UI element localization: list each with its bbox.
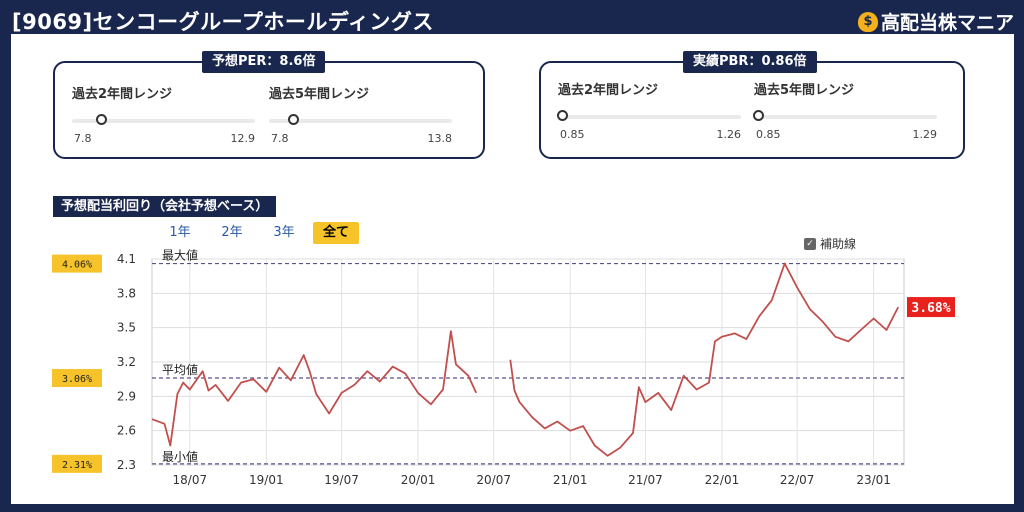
brand-logo[interactable]: $ 高配当株マニア xyxy=(857,8,1014,35)
range-max: 13.8 xyxy=(427,132,453,145)
checkbox-checked-icon[interactable]: ✓ xyxy=(804,237,816,250)
y-tick-label: 3.8 xyxy=(117,286,136,300)
range-track xyxy=(754,115,937,119)
range-knob xyxy=(752,110,764,121)
period-2y-button[interactable]: 2年 xyxy=(221,225,243,240)
x-tick-label: 21/07 xyxy=(628,473,663,487)
range-max: 12.9 xyxy=(230,132,256,145)
per-range-5y: 過去5年間レンジ 7.8 13.8 xyxy=(269,83,452,145)
x-tick-label: 20/07 xyxy=(476,473,511,487)
brand-name: 高配当株マニア xyxy=(880,12,1014,34)
reference-badge xyxy=(52,369,102,388)
range-min: 0.85 xyxy=(756,128,781,141)
reference-badge-label: 2.31% xyxy=(62,460,92,471)
pbr-tab: 実績PBR：0.86倍 xyxy=(683,51,817,73)
reference-badge xyxy=(52,454,102,473)
yield-section-title: 予想配当利回り（会社予想ベース） xyxy=(53,196,277,217)
per-range-2y: 過去2年間レンジ 7.8 12.9 xyxy=(72,83,255,145)
range-knob xyxy=(287,114,299,125)
y-tick-label: 3.5 xyxy=(117,321,136,335)
reference-line-label: 平均値 xyxy=(162,362,198,377)
yield-series-line xyxy=(509,262,900,457)
range-knob xyxy=(96,114,108,125)
range-label: 過去5年間レンジ xyxy=(754,83,855,98)
per-tab: 予想PER：8.6倍 xyxy=(202,51,326,73)
reference-badge xyxy=(52,254,102,273)
range-label: 過去2年間レンジ xyxy=(558,83,659,98)
aux-lines-toggle[interactable]: ✓ 補助線 xyxy=(804,235,856,252)
x-tick-label: 22/01 xyxy=(705,473,740,487)
pbr-range-2y: 過去2年間レンジ 0.85 1.26 xyxy=(556,79,741,141)
y-tick-label: 4.1 xyxy=(117,252,136,266)
range-label: 過去2年間レンジ xyxy=(72,87,173,102)
per-box: 予想PER：8.6倍 過去2年間レンジ 7.8 12.9 過去5年間レンジ 7.… xyxy=(53,51,485,159)
x-tick-label: 20/01 xyxy=(401,473,436,487)
y-tick-label: 3.2 xyxy=(117,355,136,369)
y-tick-label: 2.9 xyxy=(117,389,136,403)
current-value-badge xyxy=(907,297,955,318)
pbr-box: 実績PBR：0.86倍 過去2年間レンジ 0.85 1.26 過去5年間レンジ … xyxy=(539,51,965,159)
period-3y-button[interactable]: 3年 xyxy=(273,225,295,240)
y-tick-label: 2.6 xyxy=(117,424,136,438)
x-tick-label: 19/07 xyxy=(324,473,359,487)
range-track xyxy=(269,119,452,123)
range-min: 0.85 xyxy=(560,128,585,141)
content-panel: 予想PER：8.6倍 過去2年間レンジ 7.8 12.9 過去5年間レンジ 7.… xyxy=(11,34,1014,504)
range-max: 1.26 xyxy=(716,128,742,141)
reference-badge-label: 4.06% xyxy=(62,260,92,271)
money-bag-icon: $ xyxy=(857,11,878,32)
range-max: 1.29 xyxy=(912,128,938,141)
current-value-label: 3.68% xyxy=(911,301,950,316)
yield-series-line xyxy=(151,330,478,447)
range-track xyxy=(72,119,255,123)
reference-badge-label: 3.06% xyxy=(62,374,92,385)
x-tick-label: 19/01 xyxy=(249,473,284,487)
page-title: [9069]センコーグループホールディングス xyxy=(12,10,434,34)
x-tick-label: 22/07 xyxy=(780,473,815,487)
x-tick-label: 23/01 xyxy=(856,473,891,487)
x-tick-label: 18/07 xyxy=(173,473,208,487)
y-tick-label: 2.3 xyxy=(117,458,136,472)
x-tick-label: 21/01 xyxy=(553,473,588,487)
range-track xyxy=(558,115,741,119)
period-1y-button[interactable]: 1年 xyxy=(169,225,191,240)
aux-lines-label: 補助線 xyxy=(820,237,857,251)
pbr-range-5y: 過去5年間レンジ 0.85 1.29 xyxy=(752,79,937,141)
range-min: 7.8 xyxy=(74,132,92,145)
range-min: 7.8 xyxy=(271,132,289,145)
period-all-button[interactable]: 全て xyxy=(313,222,359,244)
reference-line-label: 最大値 xyxy=(162,248,198,263)
range-label: 過去5年間レンジ xyxy=(269,87,370,102)
range-knob xyxy=(556,110,568,121)
reference-line-label: 最小値 xyxy=(162,449,198,464)
